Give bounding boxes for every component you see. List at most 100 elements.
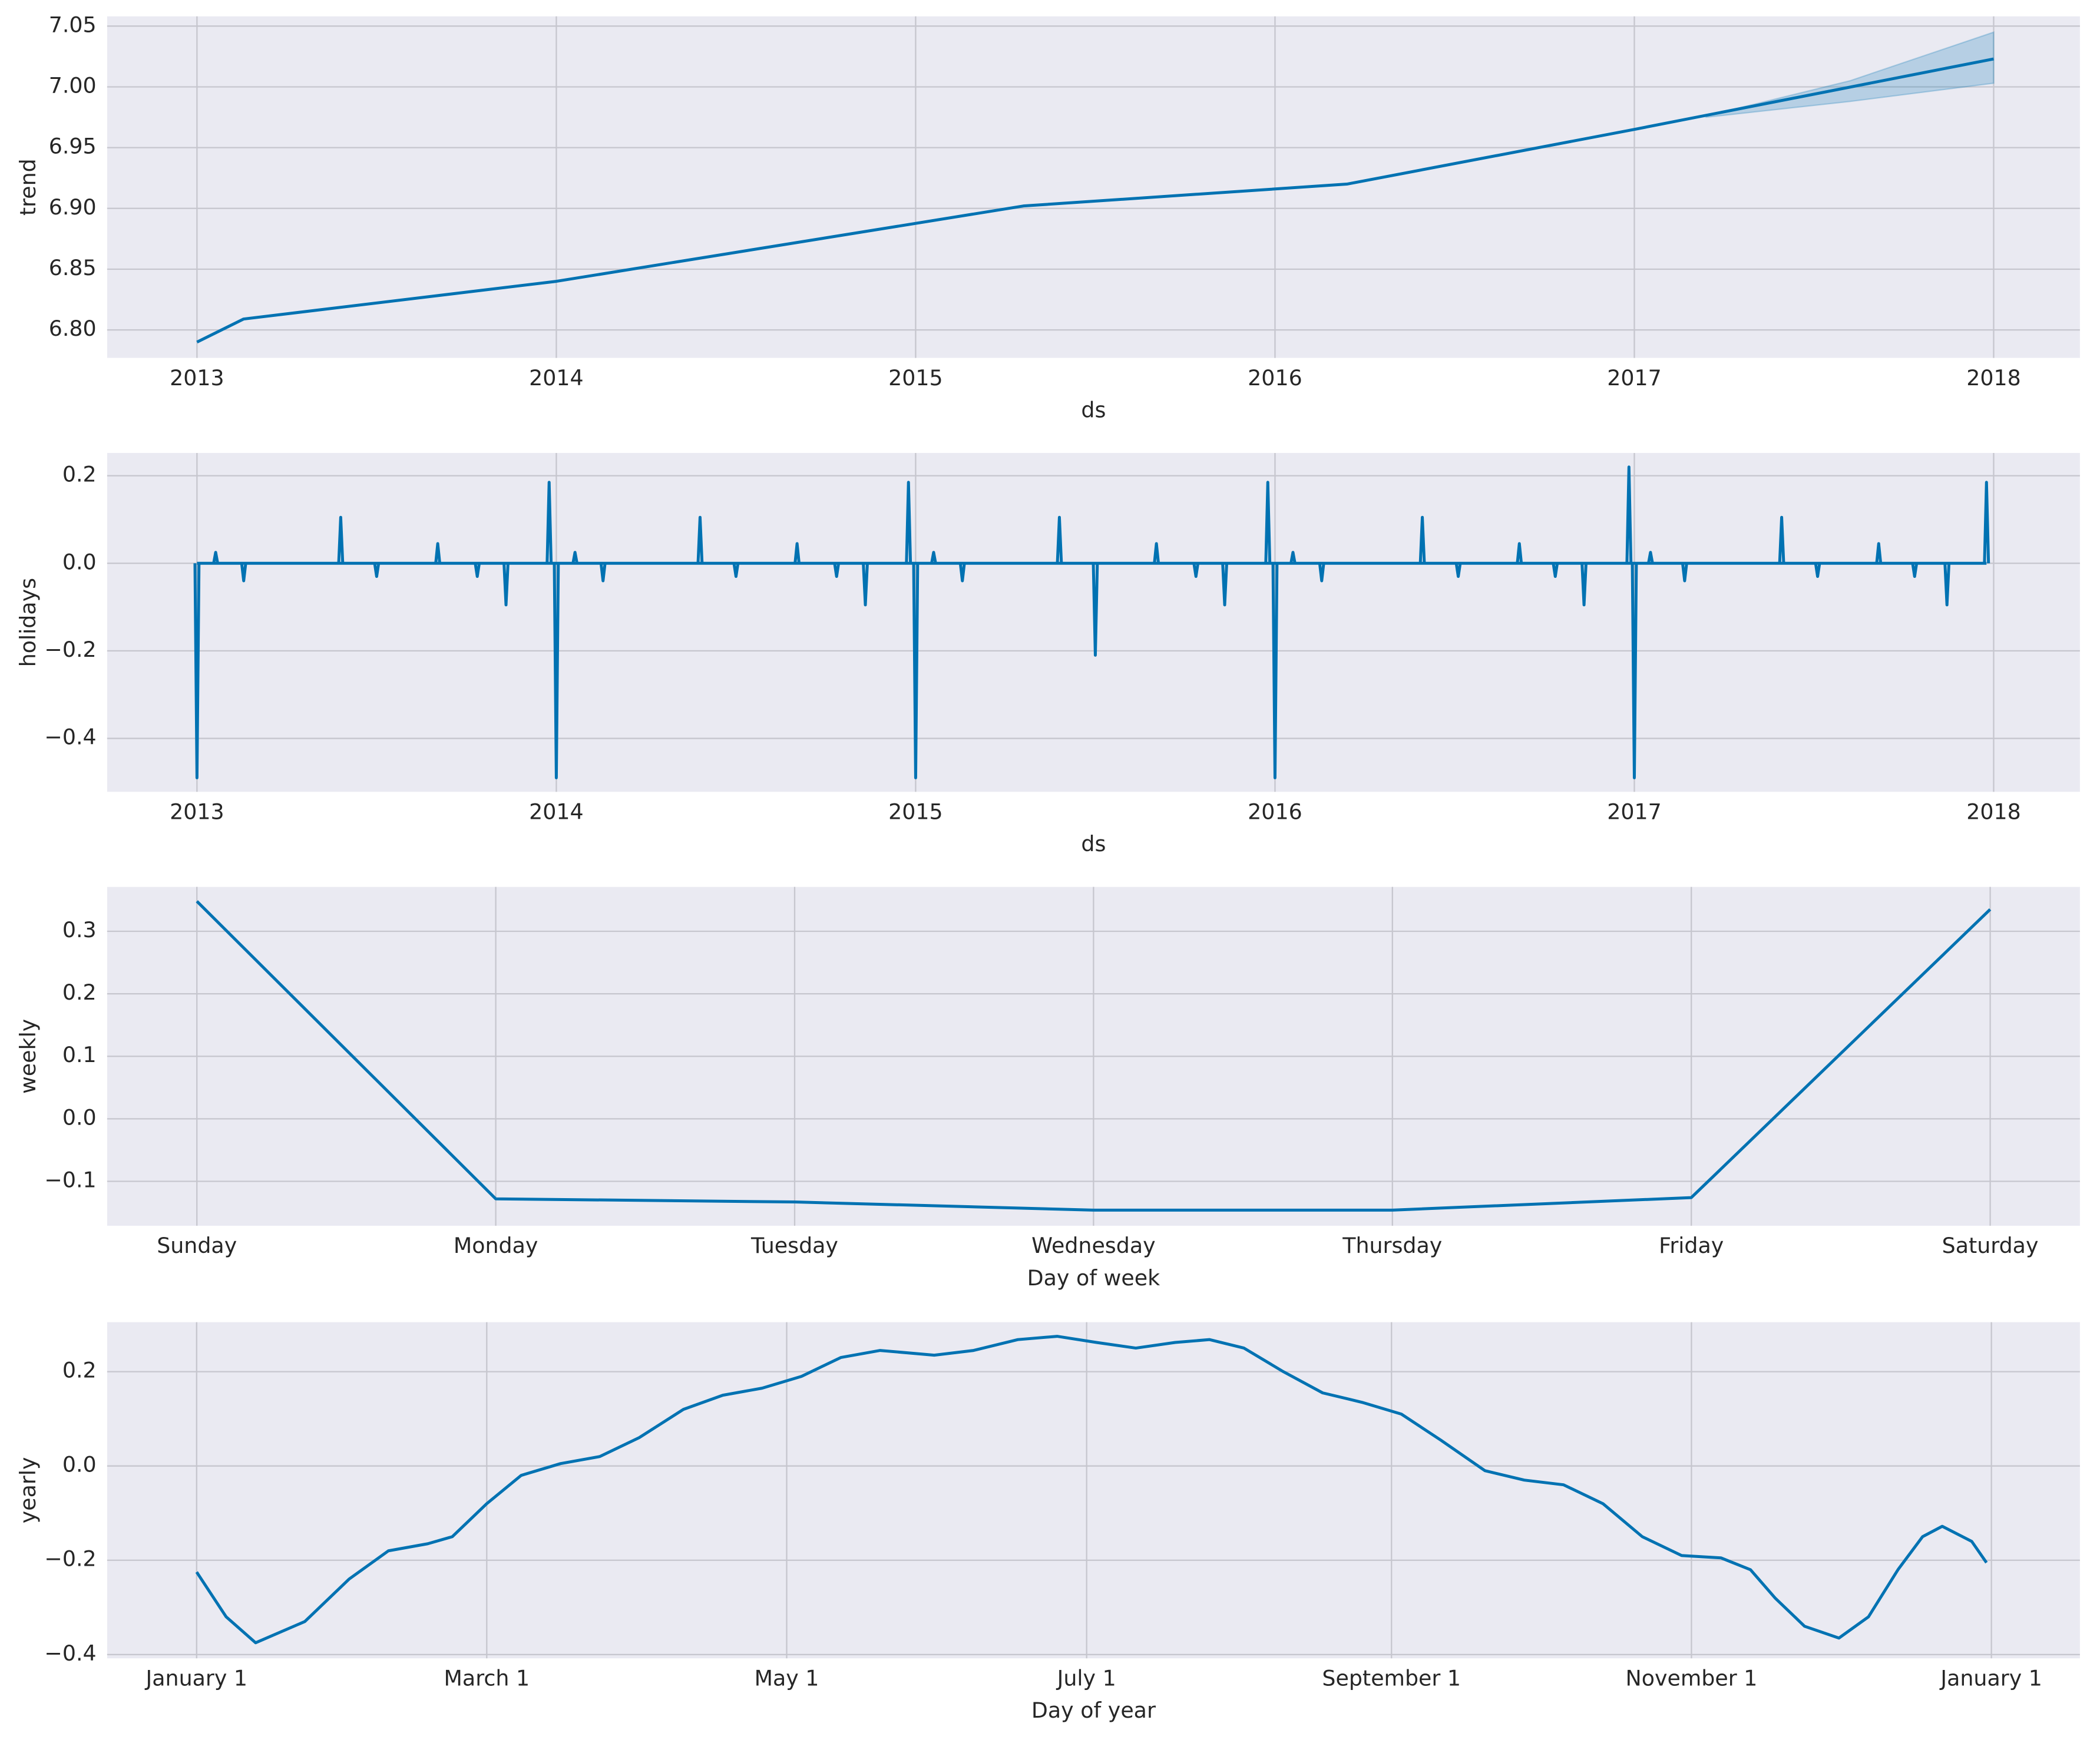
- spike: [1647, 551, 1654, 564]
- spike: [1911, 563, 1919, 578]
- x-axis-label: ds: [1081, 398, 1106, 423]
- y-tick-label: −0.1: [44, 1167, 96, 1193]
- x-tick-label: 2014: [529, 799, 584, 825]
- spike: [240, 563, 247, 583]
- x-tick-label: July 1: [1056, 1666, 1116, 1691]
- y-tick-label: 7.00: [49, 72, 97, 98]
- spike: [1580, 563, 1588, 607]
- y-tick-label: −0.2: [44, 1546, 96, 1572]
- x-tick-label: 2018: [1966, 365, 2021, 391]
- spike: [1418, 515, 1426, 564]
- data-line: [196, 57, 1994, 343]
- spike: [212, 551, 219, 564]
- x-tick-label: 2018: [1966, 799, 2021, 825]
- spike: [1778, 515, 1785, 564]
- y-tick-label: 7.05: [49, 12, 97, 37]
- spike: [1681, 563, 1688, 583]
- y-axis-label: yearly: [15, 1457, 41, 1524]
- spike: [193, 563, 201, 779]
- spike: [793, 542, 801, 564]
- spike: [930, 551, 937, 564]
- spike: [1875, 542, 1883, 564]
- spike: [1631, 563, 1638, 779]
- spike: [1516, 542, 1523, 564]
- y-tick-label: −0.4: [44, 725, 96, 750]
- data-line: [196, 900, 1992, 1212]
- x-tick-label: Saturday: [1942, 1233, 2039, 1258]
- spike: [571, 551, 579, 564]
- spike: [553, 563, 560, 779]
- y-tick-label: 0.0: [62, 1104, 97, 1130]
- x-tick-label: 2015: [888, 365, 943, 391]
- x-tick-label: 2013: [170, 799, 224, 825]
- subplot: −0.1 0.0 0.1 0.2 0.3 Sunday Monday Tuesday Wedne…: [15, 887, 2080, 1291]
- spike: [545, 481, 553, 564]
- spike: [434, 542, 442, 564]
- spike: [912, 563, 920, 779]
- spike: [1192, 563, 1200, 578]
- x-tick-label: March 1: [444, 1666, 530, 1691]
- subplot: −0.4 −0.2 0.0 0.2 2013 2014 2015 2016 2017 2018 ds…: [15, 453, 2080, 856]
- spike: [732, 563, 740, 578]
- spike: [862, 563, 869, 607]
- spike: [502, 563, 510, 607]
- subplot: −0.4 −0.2 0.0 0.2 January 1 March 1 May 1 July …: [15, 1322, 2080, 1723]
- spike: [1056, 515, 1063, 564]
- y-axis-label: weekly: [15, 1019, 41, 1094]
- x-tick-label: 2014: [529, 365, 584, 391]
- spike: [1814, 563, 1821, 578]
- spike: [1221, 563, 1228, 607]
- spike: [1943, 563, 1951, 607]
- x-tick-label: Wednesday: [1031, 1233, 1156, 1258]
- spike: [1983, 481, 1990, 564]
- spike: [833, 563, 841, 578]
- y-tick-label: −0.4: [44, 1641, 96, 1666]
- x-tick-label: Friday: [1659, 1233, 1724, 1258]
- y-tick-label: 0.2: [62, 980, 97, 1005]
- y-tick-label: 6.85: [49, 255, 97, 280]
- spike: [958, 563, 966, 583]
- spike: [373, 563, 381, 578]
- spike: [1092, 563, 1099, 657]
- x-tick-label: Tuesday: [750, 1233, 838, 1258]
- plot-area: [107, 1322, 2080, 1659]
- x-tick-label: January 1: [1939, 1666, 2042, 1691]
- x-tick-label: May 1: [755, 1666, 819, 1691]
- x-tick-label: 2017: [1607, 799, 1662, 825]
- spike: [1318, 563, 1325, 583]
- x-tick-label: 2015: [888, 799, 943, 825]
- x-axis-label: ds: [1081, 831, 1106, 856]
- y-axis-label: holidays: [15, 578, 41, 667]
- y-tick-label: 0.3: [62, 917, 97, 942]
- spike: [337, 515, 345, 564]
- spike: [696, 515, 704, 564]
- spike: [905, 481, 912, 564]
- spike: [1271, 563, 1279, 779]
- y-tick-label: 6.80: [49, 316, 97, 341]
- y-tick-label: 6.95: [49, 134, 97, 159]
- spike: [1153, 542, 1160, 564]
- spike: [1552, 563, 1559, 578]
- x-tick-label: 2016: [1248, 799, 1302, 825]
- spike: [1625, 465, 1633, 564]
- spike: [474, 563, 481, 578]
- x-tick-label: 2013: [170, 365, 224, 391]
- x-tick-label: 2016: [1248, 365, 1302, 391]
- x-tick-label: Monday: [454, 1233, 538, 1258]
- y-tick-label: 0.0: [62, 549, 97, 574]
- x-tick-label: September 1: [1322, 1666, 1461, 1691]
- y-tick-label: 0.0: [62, 1452, 97, 1477]
- y-axis-label: trend: [15, 158, 41, 216]
- spike: [599, 563, 607, 583]
- y-tick-label: 0.2: [62, 462, 97, 487]
- spike: [1264, 481, 1272, 564]
- x-axis-label: Day of week: [1027, 1265, 1160, 1291]
- x-tick-label: Thursday: [1342, 1233, 1442, 1258]
- data-line: [195, 1335, 1988, 1645]
- x-axis-label: Day of year: [1031, 1698, 1156, 1723]
- y-tick-label: 0.2: [62, 1358, 97, 1383]
- x-tick-label: Sunday: [157, 1233, 237, 1258]
- y-tick-label: 0.1: [62, 1042, 97, 1067]
- x-tick-label: January 1: [145, 1666, 248, 1691]
